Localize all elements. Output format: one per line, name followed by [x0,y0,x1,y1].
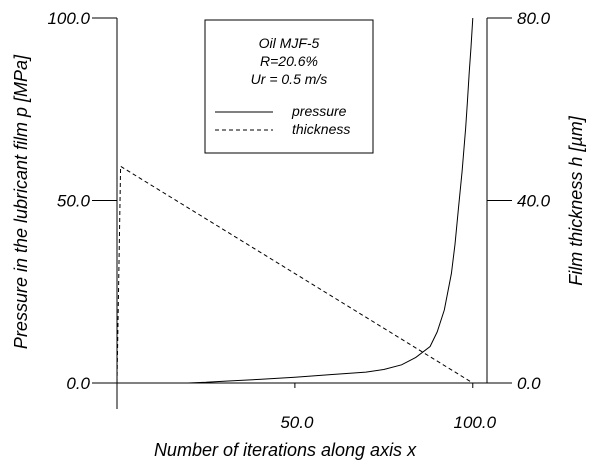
series-pressure-line [117,17,474,384]
left-y-tick-label: 100.0 [47,9,90,28]
series-layer [116,17,474,384]
x-tick-label: 100.0 [453,413,496,432]
left-y-tick-label: 50.0 [57,192,91,211]
right-y-tick-label: 40.0 [517,192,551,211]
right-y-axis-title: Film thickness h [µm] [566,115,586,285]
legend-label-thickness: thickness [292,121,350,137]
annotation-line-3: Ur = 0.5 m/s [251,71,328,87]
x-tick-label: 50.0 [280,413,314,432]
series-thickness-line [116,165,474,384]
legend-frame [204,19,374,154]
annotation-line-1: Oil MJF-5 [259,35,320,51]
x-axis-title: Number of iterations along axis x [154,440,417,460]
annotation-line-2: R=20.6% [260,53,318,69]
right-y-tick-label: 80.0 [517,9,551,28]
ticks: 0.0 50.0 100.0 0.0 40.0 80.0 50.0 100.0 [47,9,550,432]
legend-label-pressure: pressure [291,103,347,119]
left-y-axis-title: Pressure in the lubricant film p [MPa] [11,54,31,349]
legend-box: Oil MJF-5 R=20.6% Ur = 0.5 m/s pressure … [204,19,374,154]
right-y-tick-label: 0.0 [517,374,541,393]
left-y-tick-label: 0.0 [66,374,90,393]
